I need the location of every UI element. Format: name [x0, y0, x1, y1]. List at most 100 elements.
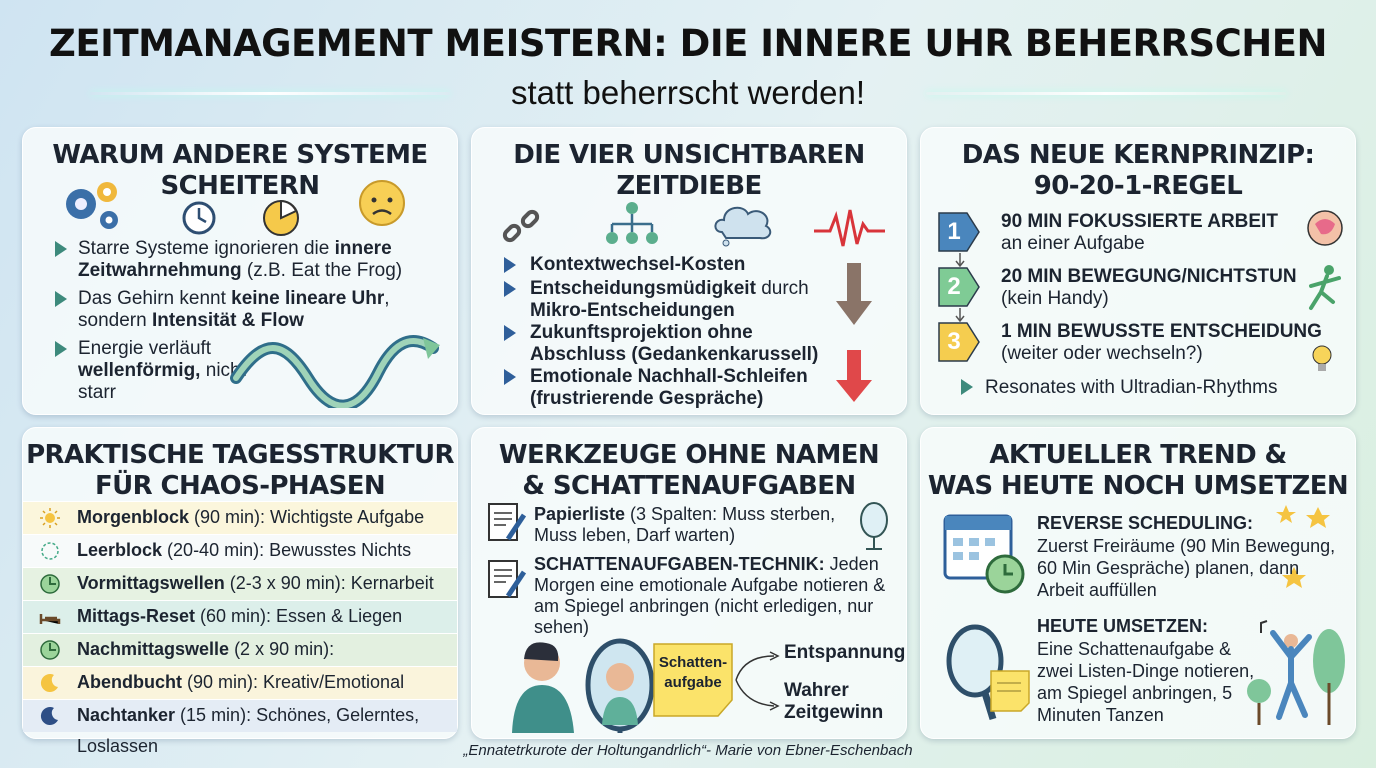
- icon-graphic: [1247, 620, 1345, 725]
- icon: [357, 178, 407, 233]
- outcome: Entspannung: [784, 642, 906, 663]
- icon-graphic: [836, 263, 872, 325]
- icon-graphic: [182, 201, 216, 235]
- icon-part: [494, 512, 512, 526]
- icon-part: [1260, 620, 1268, 633]
- icon-part: [40, 508, 60, 528]
- icon: [1305, 264, 1345, 317]
- note-line: Schatten-: [658, 654, 728, 671]
- bullet: [504, 325, 516, 341]
- icon: [856, 500, 892, 557]
- step-number: 1: [947, 218, 961, 245]
- icon-part: [233, 337, 436, 409]
- icon: [712, 200, 776, 253]
- panel-title: WERKZEUGE OHNE NAMEN & SCHATTENAUFGABEN: [472, 440, 906, 502]
- icon-part: [1318, 364, 1326, 371]
- icon-part: [387, 197, 393, 203]
- icon-part: [41, 542, 59, 560]
- icon-graphic: [512, 638, 655, 733]
- schedule-row: Morgenblock (90 min): Wichtigste Aufgabe: [23, 501, 457, 534]
- icon-part: [1312, 345, 1332, 365]
- icon-graphic: [943, 514, 1025, 594]
- step-head: 90 MIN FOKUSSIERTE ARBEIT: [1001, 211, 1278, 232]
- icon: [508, 633, 678, 738]
- icon-part: [602, 697, 638, 725]
- panel: DIE VIER UNSICHTBAREN ZEITDIEBE Kontextwec…: [471, 127, 907, 415]
- icon: [602, 200, 662, 255]
- icon-part: [969, 538, 979, 546]
- icon-part: [1315, 219, 1335, 235]
- icon: [39, 606, 61, 638]
- icon-graphic: [955, 308, 965, 323]
- icon-part: [505, 570, 527, 598]
- icon: [937, 266, 981, 313]
- step-number: 2: [947, 273, 961, 300]
- bold-text: innere Zeitwahrnehmung: [78, 238, 392, 281]
- text: (z.B. Eat the Frog): [241, 260, 403, 281]
- icon-graphic: [41, 542, 59, 560]
- icon-graphic: [230, 334, 440, 412]
- icon-part: [610, 214, 654, 232]
- icon-part: [1282, 567, 1306, 588]
- icon-part: [945, 516, 1011, 530]
- icon: [261, 198, 301, 243]
- bold-text: Papierliste: [534, 504, 626, 524]
- icon-part: [836, 350, 872, 402]
- icon-part: [981, 691, 997, 721]
- title-line: SCHEITERN: [160, 171, 320, 201]
- icon-graphic: [860, 502, 888, 550]
- icon-part: [606, 663, 634, 691]
- icon-graphic: [40, 707, 58, 726]
- icon-graphic: [40, 640, 60, 660]
- panel-title: WARUM ANDERE SYSTEME SCHEITERN: [23, 140, 457, 202]
- icon-part: [626, 232, 638, 244]
- icon-graphic: [836, 350, 872, 402]
- icon-part: [955, 308, 965, 323]
- schedule-row: Abendbucht (90 min): Kreativ/Emotional: [23, 666, 457, 699]
- icon-part: [40, 674, 58, 693]
- icon-part: [494, 569, 512, 583]
- text: , sondern: [78, 288, 390, 331]
- icon-part: [953, 538, 963, 546]
- bullet: [55, 341, 67, 357]
- icon: [1301, 206, 1345, 257]
- icon-part: [836, 263, 872, 325]
- bold-text: Entscheidungsmüdigkeit: [530, 278, 756, 299]
- title-line: ZEITDIEBE: [616, 171, 762, 201]
- icon-part: [866, 537, 882, 550]
- icon: [834, 350, 874, 410]
- icon-part: [1284, 634, 1298, 648]
- icon: [734, 646, 784, 721]
- icon-part: [505, 513, 527, 541]
- bold-text: Intensität & Flow: [151, 310, 304, 331]
- icon: [937, 321, 981, 368]
- title-line: WAS HEUTE NOCH UMSETZEN: [927, 471, 1349, 501]
- text: Starre Systeme ignorieren die: [78, 238, 335, 259]
- icon: [486, 501, 528, 552]
- icon-part: [646, 232, 658, 244]
- text: (90 min): Kreativ/Emotional: [182, 672, 405, 692]
- bullet-text: Kontextwechsel-Kosten: [530, 254, 835, 276]
- title-line: FÜR CHAOS-PHASEN: [94, 471, 386, 501]
- title-line: & SCHATTENAUFGABEN: [522, 471, 856, 501]
- icon: [486, 558, 528, 609]
- icon: [955, 253, 965, 272]
- bullet: [961, 379, 973, 395]
- step-head: 1 MIN BEWUSSTE ENTSCHEIDUNG: [1001, 321, 1322, 342]
- bullet-text: Entscheidungsmüdigkeit durch Mikro-Entsc…: [530, 278, 835, 322]
- icon: [1276, 503, 1346, 598]
- icon: [500, 206, 544, 255]
- block-text: Zuerst Freiräume (90 Min Bewegung, 60 Mi…: [1037, 536, 1336, 600]
- icon: [181, 200, 217, 241]
- step-text: (weiter oder wechseln?): [1001, 343, 1203, 364]
- icon-part: [105, 216, 113, 224]
- panel: DAS NEUE KERNPRINZIP: 90-20-1-REGEL 1 90 MI…: [920, 127, 1356, 415]
- icon: [937, 211, 981, 258]
- icon-part: [969, 552, 979, 560]
- icon-part: [359, 180, 405, 226]
- icon-part: [49, 577, 56, 585]
- note: Resonates with Ultradian-Rhythms: [985, 377, 1278, 398]
- text: Das Gehirn kennt: [78, 288, 232, 309]
- icon-graphic: [66, 182, 118, 229]
- icon-part: [1309, 274, 1341, 310]
